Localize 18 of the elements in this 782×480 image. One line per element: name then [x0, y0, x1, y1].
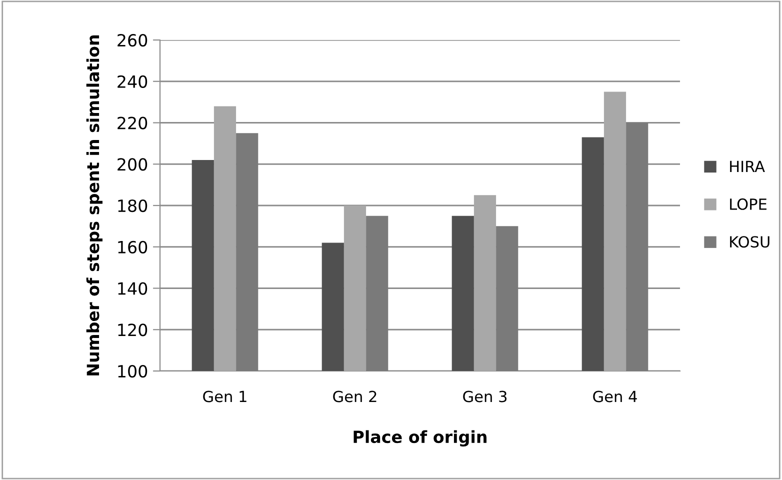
x-tick-label: Gen 3 — [463, 390, 507, 402]
y-tick-label: 220 — [118, 116, 148, 130]
y-axis-title: Number of steps spent in simulation — [86, 35, 102, 376]
x-tick-label: Gen 4 — [593, 390, 637, 402]
x-tick-label: Gen 1 — [203, 390, 246, 402]
y-tick-label: 100 — [118, 364, 148, 378]
legend-label: LOPE — [730, 198, 766, 210]
y-tick-label: 260 — [118, 34, 148, 47]
x-tick-label: Gen 2 — [333, 390, 376, 402]
y-tick-label: 240 — [118, 75, 148, 88]
y-tick-label: 140 — [118, 282, 148, 295]
y-tick-label: 180 — [118, 199, 148, 212]
y-tick-label: 120 — [118, 324, 148, 336]
y-tick-label: 200 — [118, 158, 148, 171]
legend-label: HIRA — [730, 160, 765, 172]
legend-label: KOSU — [730, 236, 770, 248]
x-axis-title: Place of origin — [354, 430, 486, 446]
y-tick-label: 160 — [118, 240, 148, 254]
